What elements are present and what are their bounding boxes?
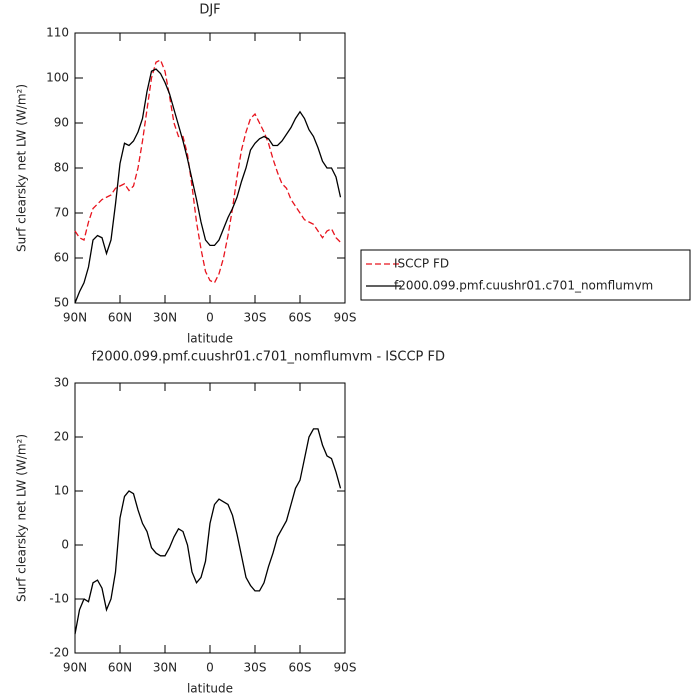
x-tick-label: 30S — [244, 311, 267, 325]
x-tick-label: 60N — [108, 661, 132, 675]
x-tick-label: 30N — [153, 661, 177, 675]
legend-label: ISCCP FD — [394, 257, 449, 271]
x-tick-label: 90N — [63, 311, 87, 325]
legend-box — [360, 249, 691, 301]
y-tick-label: 20 — [54, 430, 69, 444]
x-tick-label: 30N — [153, 311, 177, 325]
y-tick-label: -10 — [49, 592, 69, 606]
x-axis-label: latitude — [187, 682, 233, 696]
y-tick-label: 70 — [54, 206, 69, 220]
x-tick-label: 60S — [289, 311, 312, 325]
data-line — [74, 59, 341, 284]
y-tick-label: 50 — [54, 296, 69, 310]
data-line — [74, 428, 342, 635]
y-axis-label: Surf clearsky net LW (W/m²) — [15, 84, 29, 252]
y-tick-label: 30 — [54, 376, 69, 390]
legend-label: f2000.099.pmf.cuushr01.c701_nomflumvm — [394, 279, 653, 293]
x-tick-label: 0 — [206, 311, 214, 325]
y-tick-label: 110 — [46, 26, 69, 40]
x-tick-label: 60N — [108, 311, 132, 325]
x-tick-label: 90N — [63, 661, 87, 675]
x-tick-label: 0 — [206, 661, 214, 675]
plot-frame — [74, 382, 346, 654]
y-tick-label: 80 — [54, 161, 69, 175]
y-tick-label: -20 — [49, 646, 69, 660]
y-tick-label: 100 — [46, 71, 69, 85]
y-tick-label: 0 — [61, 538, 69, 552]
x-tick-label: 90S — [334, 661, 357, 675]
data-line — [74, 68, 342, 304]
x-tick-label: 60S — [289, 661, 312, 675]
x-tick-label: 30S — [244, 661, 267, 675]
y-tick-label: 10 — [54, 484, 69, 498]
x-tick-label: 90S — [334, 311, 357, 325]
chart-title: DJF — [199, 3, 220, 18]
x-axis-label: latitude — [187, 332, 233, 346]
y-axis-label: Surf clearsky net LW (W/m²) — [15, 434, 29, 602]
y-tick-label: 90 — [54, 116, 69, 130]
chart-title: f2000.099.pmf.cuushr01.c701_nomflumvm - … — [92, 350, 446, 365]
plot-frame — [74, 32, 346, 304]
y-tick-label: 60 — [54, 251, 69, 265]
